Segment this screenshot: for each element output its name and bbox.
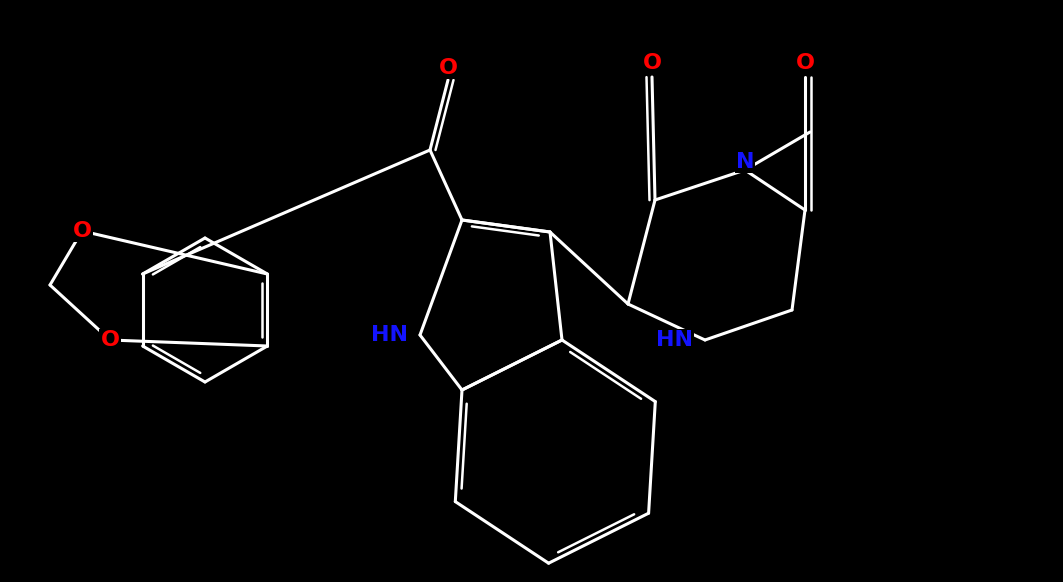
Text: HN: HN: [656, 330, 693, 350]
Text: O: O: [642, 53, 661, 73]
Text: HN: HN: [371, 325, 408, 345]
Text: N: N: [736, 152, 755, 172]
Text: O: O: [795, 53, 814, 73]
Text: O: O: [72, 221, 91, 241]
Text: O: O: [439, 58, 457, 78]
Text: O: O: [101, 330, 119, 350]
